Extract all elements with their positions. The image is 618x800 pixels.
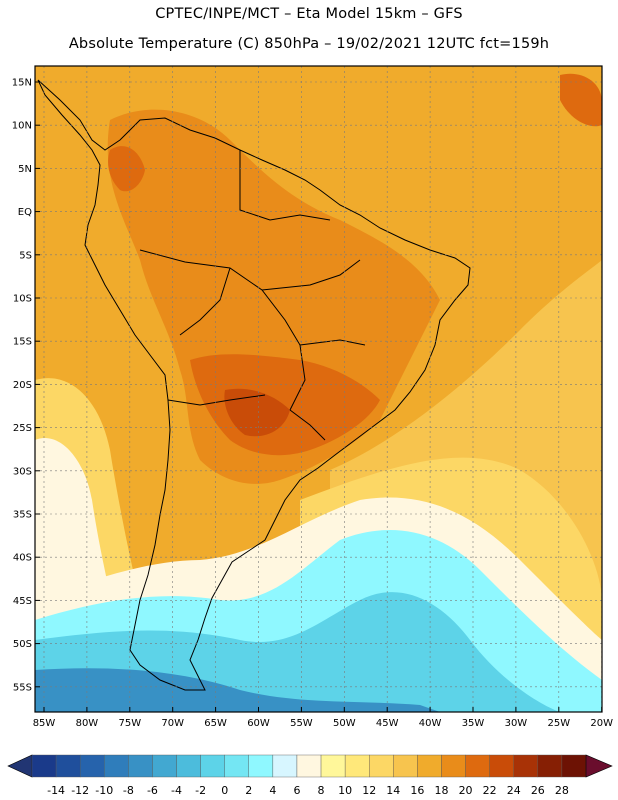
lon-label: 60W bbox=[247, 718, 270, 729]
lon-label: 65W bbox=[204, 718, 227, 729]
lat-label: 5N bbox=[18, 164, 32, 175]
colorbar-swatch bbox=[224, 754, 249, 778]
field-cream-pacific bbox=[35, 438, 110, 600]
colorbar-level-label: -2 bbox=[195, 784, 206, 797]
colorbar-level-label: 22 bbox=[483, 784, 497, 797]
colorbar-swatch bbox=[128, 754, 153, 778]
colorbar-level-label: 6 bbox=[293, 784, 300, 797]
colorbar-level-label: 28 bbox=[555, 784, 569, 797]
lon-label: 80W bbox=[76, 718, 99, 729]
colorbar-level-label: 24 bbox=[507, 784, 521, 797]
lat-label: 15N bbox=[12, 78, 32, 89]
colorbar-swatch bbox=[200, 754, 225, 778]
title-line-1: CPTEC/INPE/MCT – Eta Model 15km – GFS bbox=[155, 6, 463, 22]
longitude-labels: 85W 80W 75W 70W 65W 60W 55W 50W 45W 40W 35W 30W 25W 2… bbox=[33, 718, 613, 729]
colorbar-swatch bbox=[55, 754, 81, 778]
colorbar-swatch bbox=[152, 754, 177, 778]
colorbar-swatch bbox=[489, 754, 514, 778]
lat-label: 10S bbox=[13, 294, 32, 305]
lat-label: 5S bbox=[19, 250, 32, 261]
colorbar-level-label: 14 bbox=[386, 784, 400, 797]
lat-label: 50S bbox=[13, 639, 32, 650]
lat-label: 45S bbox=[13, 596, 32, 607]
colorbar-swatch bbox=[296, 754, 322, 778]
colorbar-swatch bbox=[417, 754, 442, 778]
colorbar-level-label: -6 bbox=[147, 784, 158, 797]
colorbar-level-label: -4 bbox=[171, 784, 182, 797]
color-legend: -14 -12 -10 -8 -6 -4 -2 0 2 4 6 8 10 12 14 16 18 20 22 24 26… bbox=[7, 754, 613, 797]
colorbar-swatch bbox=[537, 754, 563, 778]
colorbar-level-label: -8 bbox=[123, 784, 134, 797]
colorbar-swatch bbox=[369, 754, 394, 778]
colorbar-swatch bbox=[320, 754, 346, 778]
lon-label: 85W bbox=[33, 718, 56, 729]
plot-frame bbox=[34, 65, 603, 713]
colorbar-level-label: 2 bbox=[245, 784, 252, 797]
lon-label: 50W bbox=[333, 718, 356, 729]
latitude-labels: 15N 10N 5N EQ 5S 10S 15S 20S 25S 30S 35S 40S 45S 50S 5… bbox=[12, 78, 32, 694]
colorbar-low-arrow bbox=[7, 754, 33, 778]
coastlines bbox=[37, 79, 471, 691]
temperature-field bbox=[35, 66, 602, 712]
axis-ticks bbox=[35, 81, 603, 712]
colorbar-swatch bbox=[393, 754, 418, 778]
lon-label: 45W bbox=[376, 718, 399, 729]
colorbar-high-arrow bbox=[585, 754, 613, 778]
colorbar-level-label: 4 bbox=[269, 784, 276, 797]
lon-label: 55W bbox=[290, 718, 313, 729]
colorbar-level-label: 8 bbox=[318, 784, 325, 797]
country-borders bbox=[139, 150, 366, 441]
lat-label: 25S bbox=[13, 423, 32, 434]
colorbar-swatch bbox=[31, 754, 57, 778]
lon-label: 25W bbox=[547, 718, 570, 729]
colorbar-swatch bbox=[176, 754, 201, 778]
colorbar-swatch bbox=[104, 754, 129, 778]
lat-label: 55S bbox=[13, 682, 32, 693]
colorbar-level-label: -14 bbox=[47, 784, 65, 797]
colorbar-swatch bbox=[344, 754, 370, 778]
lat-label: EQ bbox=[18, 207, 32, 218]
colorbar-swatch bbox=[248, 754, 274, 778]
lat-label: 40S bbox=[13, 553, 32, 564]
colorbar-level-label: -10 bbox=[95, 784, 113, 797]
colorbar-swatch bbox=[465, 754, 490, 778]
colorbar-level-label: 16 bbox=[410, 784, 424, 797]
lon-label: 35W bbox=[462, 718, 485, 729]
colorbar-swatch bbox=[561, 754, 587, 778]
field-hotter-core bbox=[190, 354, 380, 456]
field-hottest-core bbox=[224, 388, 290, 437]
field-hot-northeast bbox=[560, 73, 602, 127]
colorbar-level-label: 12 bbox=[362, 784, 376, 797]
colorbar-swatch bbox=[272, 754, 298, 778]
lon-label: 30W bbox=[505, 718, 528, 729]
colorbar-level-label: 26 bbox=[531, 784, 545, 797]
title-line-2: Absolute Temperature (C) 850hPa – 19/02/… bbox=[68, 36, 550, 52]
colorbar-swatch bbox=[79, 754, 105, 778]
colorbar-level-label: 18 bbox=[434, 784, 448, 797]
lon-label: 70W bbox=[161, 718, 184, 729]
colorbar-swatch bbox=[513, 754, 539, 778]
colorbar-level-label: 20 bbox=[459, 784, 473, 797]
field-blue bbox=[35, 668, 440, 712]
lat-label: 30S bbox=[13, 466, 32, 477]
colorbar-level-label: -12 bbox=[71, 784, 89, 797]
colorbar-swatch bbox=[441, 754, 466, 778]
lat-label: 15S bbox=[13, 337, 32, 348]
colorbar-level-label: 0 bbox=[221, 784, 228, 797]
lon-label: 75W bbox=[118, 718, 141, 729]
continent-outline bbox=[37, 79, 471, 691]
lat-label: 10N bbox=[12, 121, 32, 132]
lat-label: 20S bbox=[13, 380, 32, 391]
colorbar-level-label: 10 bbox=[338, 784, 352, 797]
lon-label: 20W bbox=[590, 718, 613, 729]
lat-label: 35S bbox=[13, 510, 32, 521]
lon-label: 40W bbox=[419, 718, 442, 729]
